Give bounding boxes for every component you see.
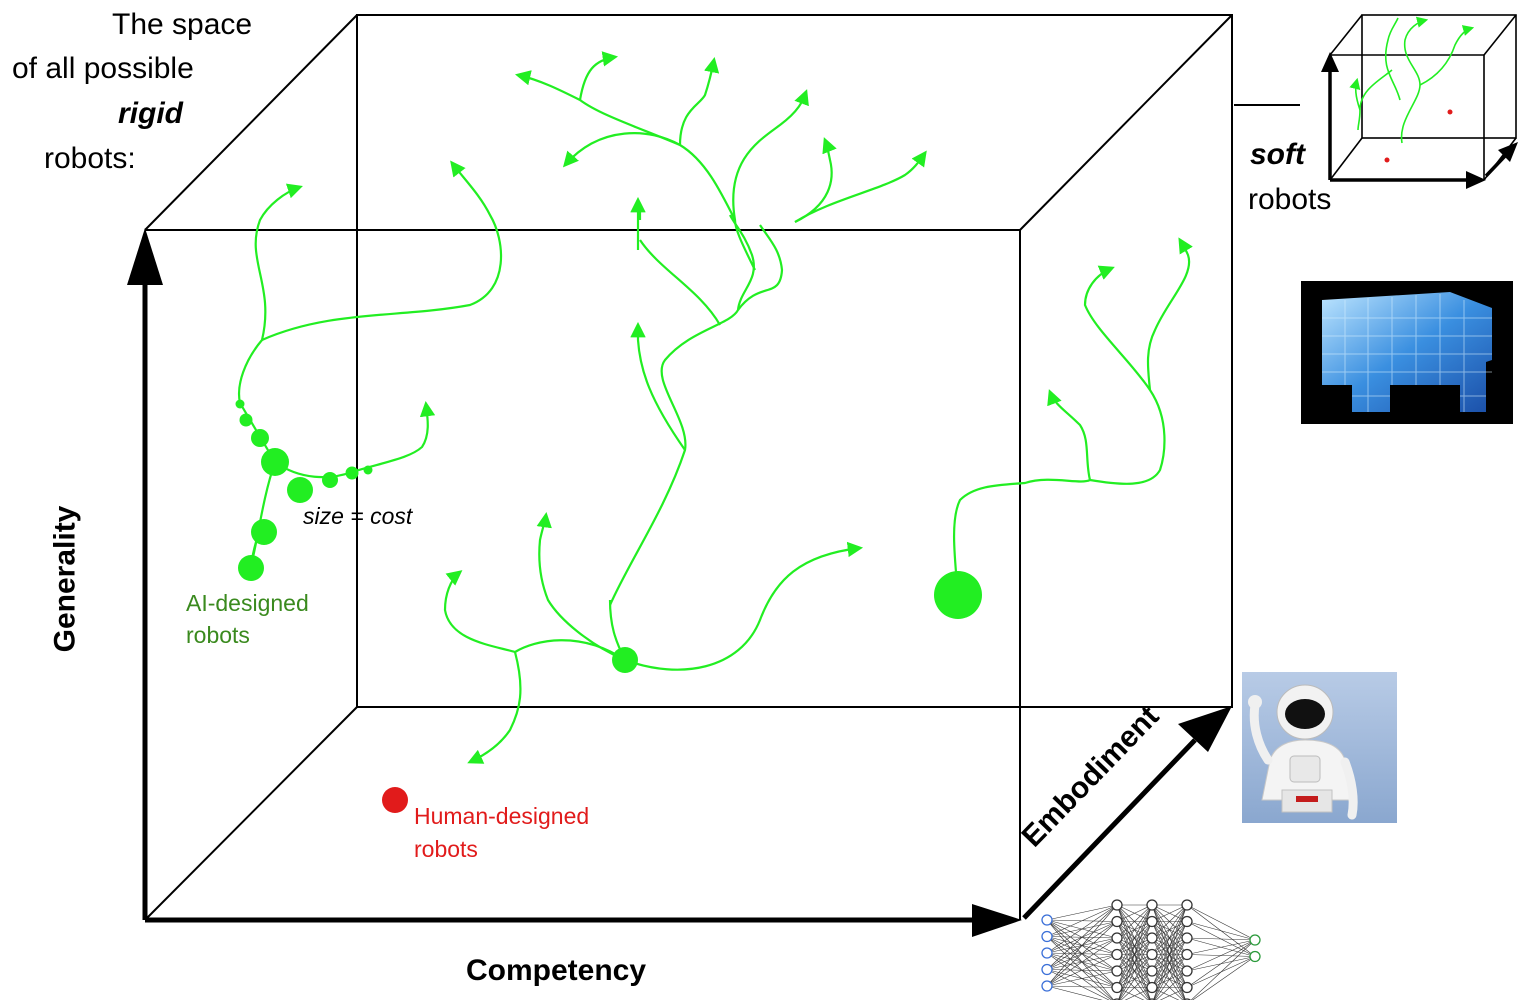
neural-network-icon — [1041, 899, 1261, 1000]
design-space-cube — [144, 14, 1300, 921]
network-neuron — [1249, 950, 1261, 963]
embodiment-arrowhead — [1178, 706, 1232, 752]
soft-robot-photo — [1301, 281, 1513, 424]
ai-node — [612, 647, 638, 673]
soft-robots-label: robots — [1248, 183, 1332, 216]
ai-node — [934, 571, 982, 619]
network-neuron — [1181, 915, 1193, 928]
competency-arrowhead — [972, 904, 1022, 937]
network-neuron — [1111, 948, 1123, 961]
ai-node — [287, 477, 313, 503]
network-neuron — [1111, 932, 1123, 944]
ai-node — [322, 472, 338, 488]
network-neuron — [1181, 981, 1193, 994]
network-neuron — [1181, 965, 1193, 977]
intro-line-4: robots: — [44, 142, 136, 175]
human-designed-label-line-1: Human-designed — [414, 803, 590, 829]
network-neuron — [1181, 899, 1193, 911]
evolution-lineages — [238, 51, 1193, 764]
ai-node — [363, 465, 373, 475]
network-neuron — [1146, 965, 1158, 977]
embodiment-axis — [1022, 738, 1197, 920]
cube-back-face — [356, 14, 1233, 708]
network-neuron — [1146, 981, 1158, 994]
axes — [127, 228, 1232, 937]
network-neuron — [1146, 899, 1158, 911]
network-neuron — [1249, 934, 1261, 946]
network-neuron — [1111, 899, 1123, 911]
network-neuron — [1111, 981, 1123, 994]
ai-node — [251, 429, 269, 447]
network-neuron — [1181, 932, 1193, 944]
ai-node — [239, 413, 253, 427]
ai-designed-label-line-1: AI-designed — [186, 590, 309, 616]
human-designed-label-line-2: robots — [414, 836, 478, 862]
network-neuron — [1146, 932, 1158, 944]
ai-node — [345, 466, 359, 480]
competency-axis-label: Competency — [466, 954, 647, 987]
soft-emphasis: soft — [1250, 138, 1305, 171]
network-neuron — [1041, 963, 1053, 976]
intro-line-1: The space — [112, 8, 253, 41]
network-neuron — [1041, 980, 1053, 992]
network-neuron — [1111, 915, 1123, 928]
network-neuron — [1041, 947, 1053, 959]
network-neuron — [1146, 948, 1158, 961]
network-neuron — [1146, 915, 1158, 928]
generality-arrowhead — [127, 228, 163, 285]
ai-node — [251, 519, 277, 545]
soft-robots-inset-cube — [1321, 14, 1518, 189]
ai-node — [238, 555, 264, 581]
human-designed-robot-node — [382, 787, 408, 813]
generality-axis-label: Generality — [48, 505, 82, 653]
humanoid-robot-photo — [1242, 672, 1397, 823]
ai-node — [261, 448, 289, 476]
network-neuron — [1041, 930, 1053, 943]
intro-rigid-emphasis: rigid — [118, 97, 183, 130]
size-cost-note: size = cost — [303, 503, 413, 529]
network-neuron — [1041, 914, 1053, 926]
ai-designed-label-line-2: robots — [186, 622, 250, 648]
ai-designed-robot-nodes — [235, 399, 982, 673]
intro-line-2: of all possible — [12, 52, 194, 85]
ai-node — [235, 399, 245, 409]
network-neuron — [1181, 948, 1193, 961]
network-neuron — [1111, 965, 1123, 977]
